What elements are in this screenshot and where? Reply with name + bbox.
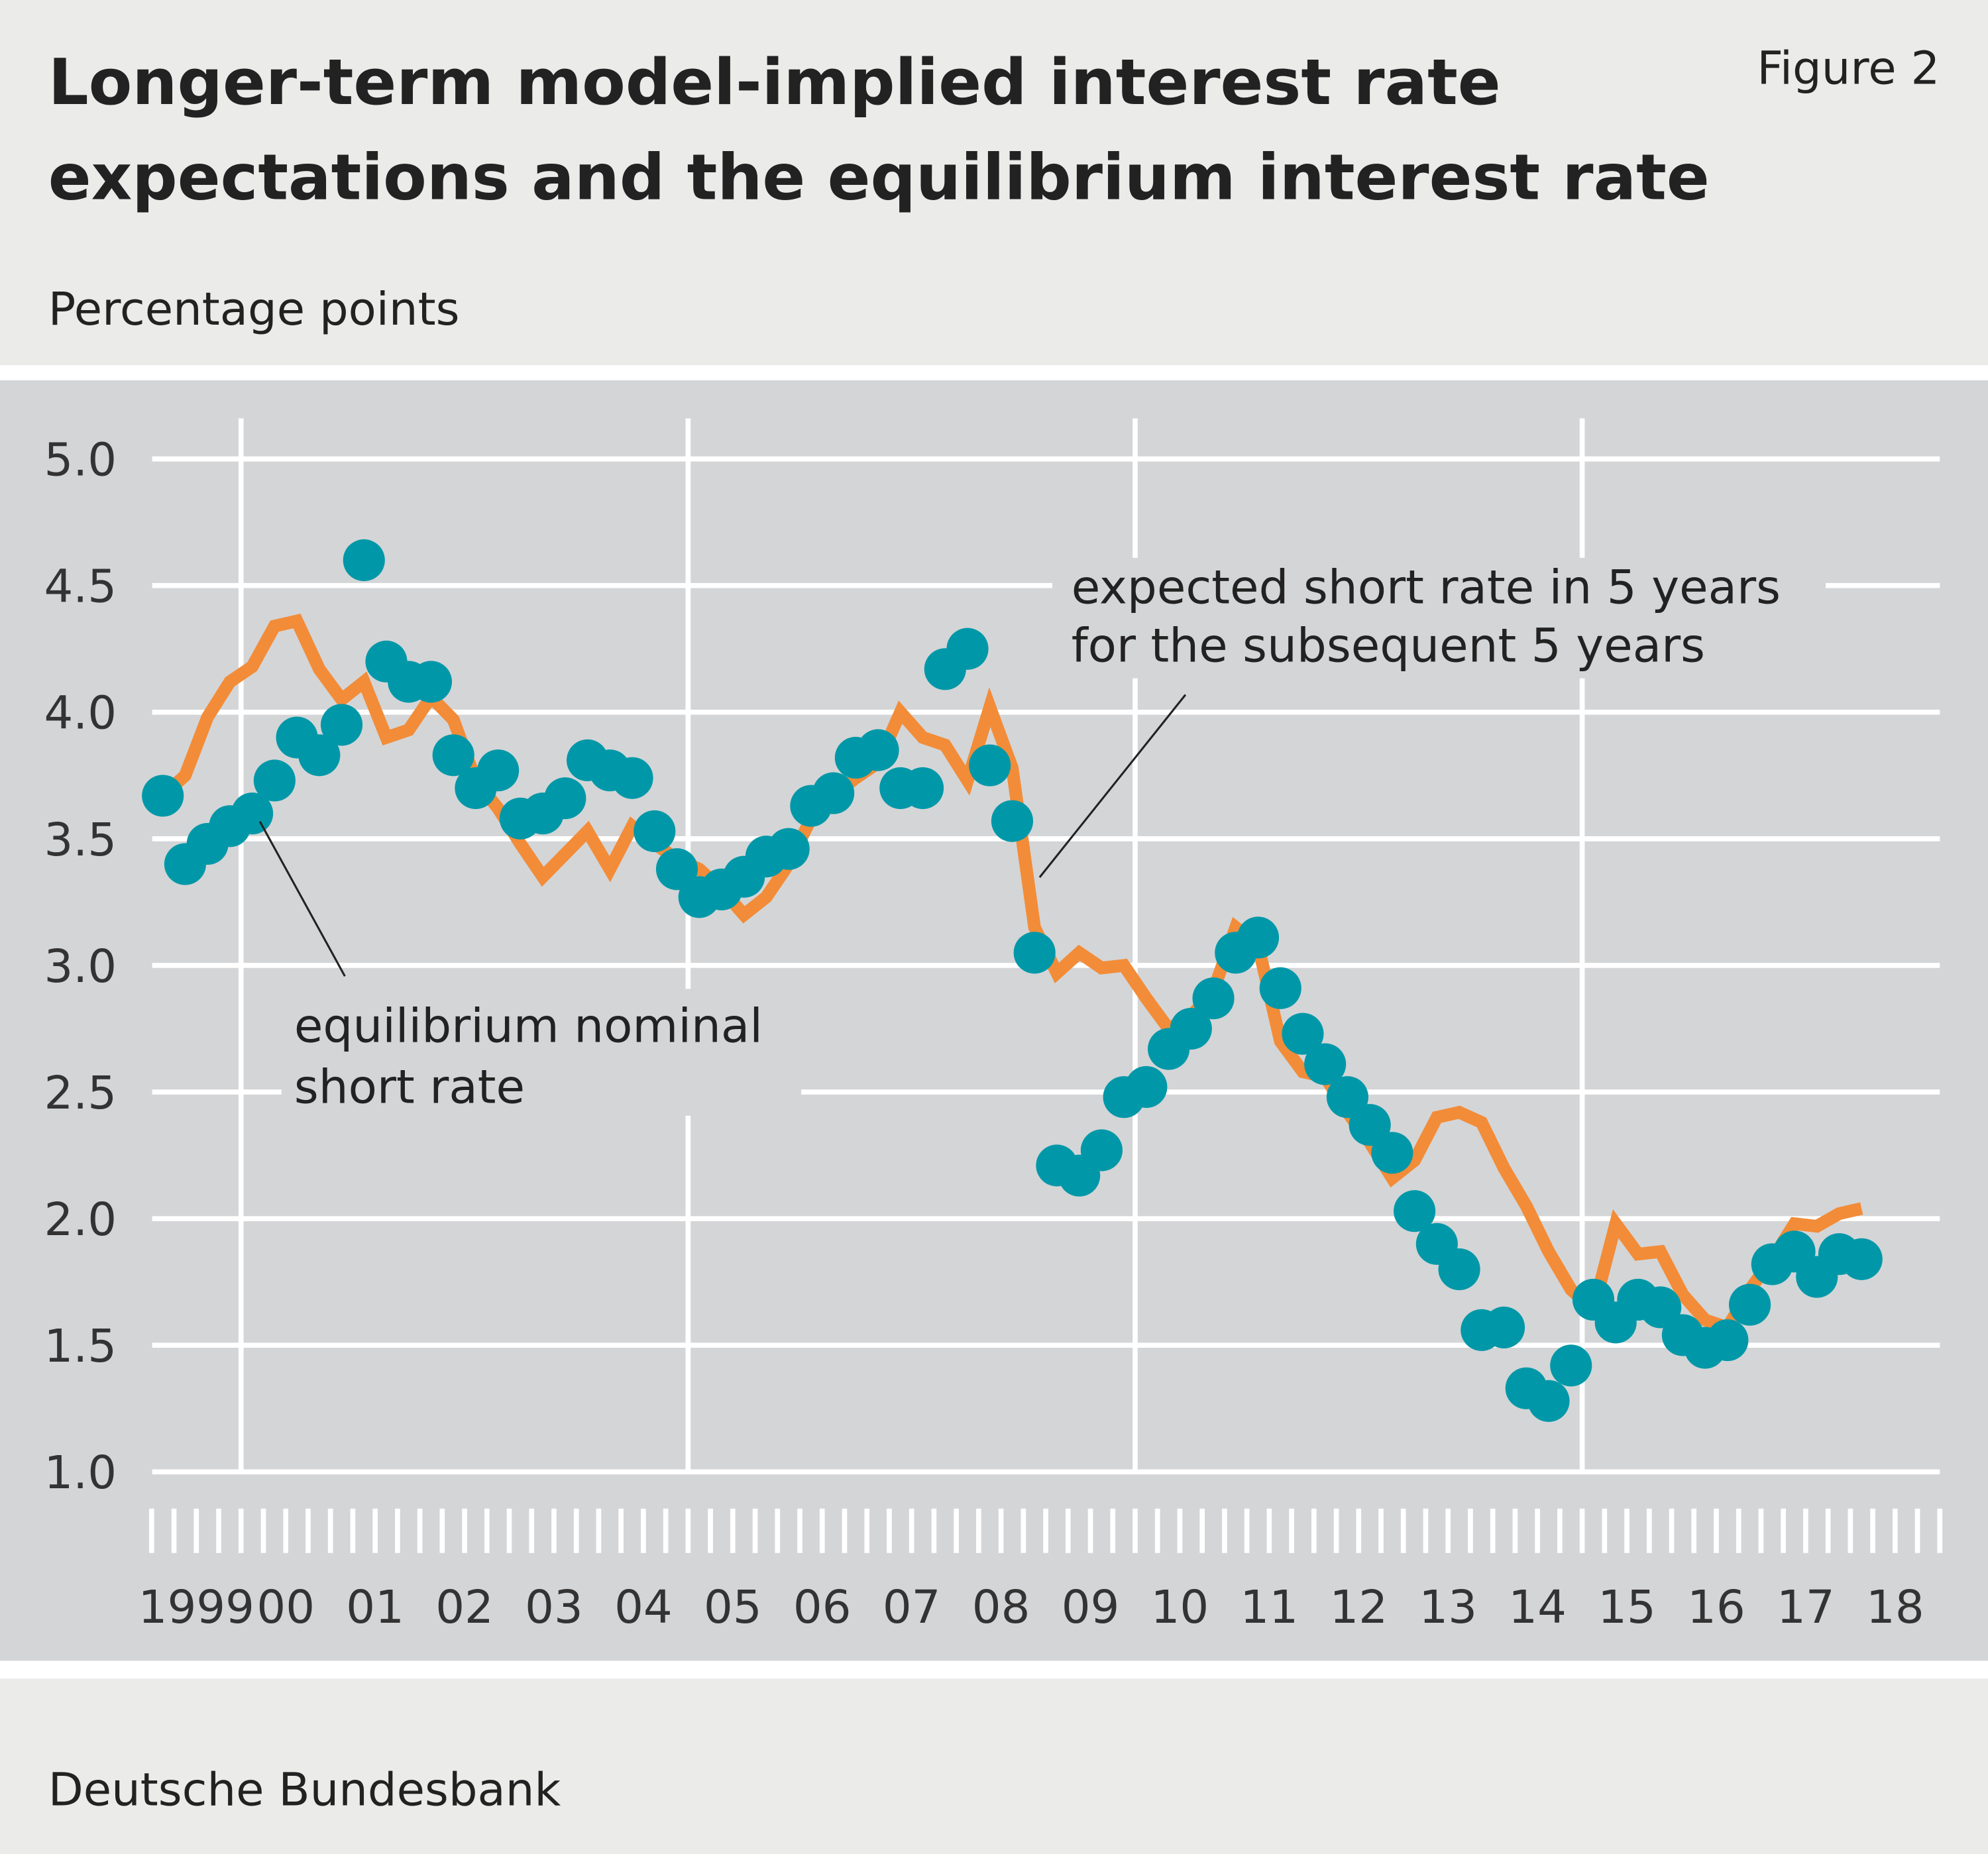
data-point: [946, 627, 989, 670]
y-tick-label: 5.0: [44, 433, 117, 486]
annotation: equilibrium nominal: [294, 999, 763, 1054]
x-tick-label: 1999: [138, 1581, 254, 1634]
data-point: [1304, 1043, 1347, 1085]
x-tick-label: 09: [1062, 1581, 1120, 1634]
x-tick-label: 07: [883, 1581, 941, 1634]
data-point: [1527, 1380, 1570, 1422]
data-point: [1394, 1190, 1436, 1232]
data-point: [253, 759, 296, 802]
data-point: [1371, 1132, 1413, 1174]
data-point: [320, 704, 363, 746]
annotations: expected short rate in 5 years for the s…: [258, 557, 1826, 1116]
annotation-bg: [281, 989, 802, 1116]
figure-label: Figure 2: [1757, 42, 1940, 95]
x-tick-label: 13: [1419, 1581, 1477, 1634]
data-point: [1550, 1344, 1592, 1387]
data-point: [1639, 1286, 1682, 1329]
leader-line: [258, 821, 346, 977]
data-point: [1729, 1283, 1771, 1326]
data-point: [343, 539, 385, 582]
x-tick-label: 17: [1777, 1581, 1835, 1634]
chart-title: expectations and the equilibrium interes…: [48, 140, 1710, 214]
data-point: [1706, 1319, 1749, 1362]
chart-title: Longer-term model-implied interest rate: [48, 45, 1501, 119]
data-point: [1326, 1076, 1368, 1118]
data-point: [1282, 1012, 1324, 1055]
annotation: short rate: [294, 1060, 525, 1115]
data-point: [1438, 1248, 1480, 1291]
data-point: [969, 744, 1011, 787]
x-tick-label: 14: [1508, 1581, 1567, 1634]
annotation: for the subsequent 5 years: [1072, 618, 1705, 673]
data-point: [1170, 1007, 1212, 1050]
data-point: [991, 800, 1034, 842]
x-tick-label: 04: [614, 1581, 673, 1634]
y-tick-label: 3.0: [44, 940, 117, 993]
data-point: [298, 734, 341, 777]
x-tick-label: 05: [704, 1581, 762, 1634]
data-point: [1840, 1238, 1883, 1280]
y-tick-label: 4.5: [44, 561, 117, 614]
x-tick-label: 03: [525, 1581, 583, 1634]
x-tick-label: 18: [1866, 1581, 1924, 1634]
data-point: [812, 772, 855, 814]
y-tick-label: 1.5: [44, 1320, 117, 1373]
data-point: [1259, 967, 1301, 1009]
data-point: [1349, 1104, 1391, 1146]
data-point: [655, 848, 698, 891]
data-point: [611, 757, 653, 799]
leader-line: [1038, 694, 1187, 878]
y-tick-label: 3.5: [44, 814, 117, 867]
data-point: [767, 828, 810, 870]
data-point: [142, 775, 184, 817]
data-point: [544, 777, 586, 820]
x-tick-label: 15: [1598, 1581, 1656, 1634]
data-point: [1237, 916, 1280, 959]
y-tick-label: 4.0: [44, 687, 117, 740]
data-point: [1192, 977, 1235, 1020]
x-tick-label: 02: [435, 1581, 494, 1634]
data-point: [1125, 1065, 1168, 1108]
x-tick-label: 16: [1687, 1581, 1745, 1634]
data-point: [1013, 932, 1056, 974]
source: Deutsche Bundesbank: [48, 1764, 561, 1817]
y-tick-label: 2.0: [44, 1193, 117, 1246]
data-point: [410, 661, 453, 703]
annotation-bg: [1052, 557, 1826, 679]
data-point: [1482, 1306, 1525, 1349]
x-tick-label: 00: [256, 1581, 315, 1634]
x-tick-label: 06: [793, 1581, 852, 1634]
x-tick-label: 11: [1241, 1581, 1299, 1634]
data-point: [432, 734, 474, 777]
data-point: [857, 729, 899, 771]
data-point: [1080, 1129, 1123, 1172]
marks: [142, 539, 1883, 1422]
y-tick-label: 1.0: [44, 1446, 117, 1500]
x-tick-label: 01: [346, 1581, 404, 1634]
y-axis-label: Percentage points: [48, 283, 460, 336]
y-tick-label: 2.5: [44, 1067, 117, 1120]
data-point: [477, 749, 520, 792]
data-point: [634, 810, 676, 852]
x-tick-label: 10: [1151, 1581, 1209, 1634]
annotation: expected short rate in 5 years: [1072, 560, 1781, 615]
data-point: [231, 792, 274, 835]
x-tick-label: 08: [972, 1581, 1030, 1634]
x-tick-label: 12: [1329, 1581, 1388, 1634]
data-point: [901, 767, 944, 810]
